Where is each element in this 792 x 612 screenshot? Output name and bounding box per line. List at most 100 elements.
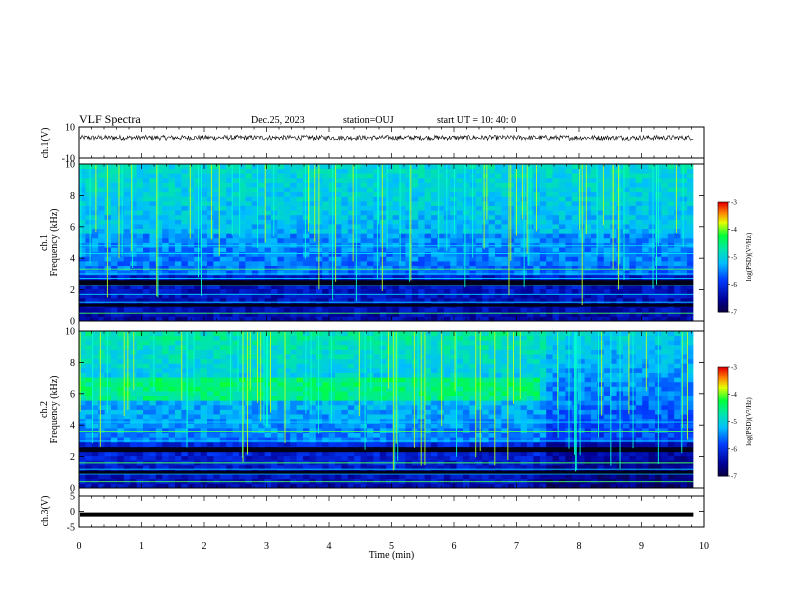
- ch2-spectrogram-cell: [507, 427, 515, 433]
- ch1-spectrogram-cell: [462, 228, 470, 234]
- ch1-spectrogram-cell: [245, 293, 253, 299]
- ch1-spectrogram-cell: [98, 214, 105, 220]
- ch1-spectrogram-cell: [175, 242, 182, 248]
- ch1-spectrogram-cell: [674, 256, 681, 262]
- ch1-spectrogram-cell: [79, 177, 86, 183]
- ch1-spectrogram-cell: [642, 219, 649, 225]
- ch1-spectrogram-cell: [200, 307, 208, 313]
- ch1-spectrogram-cell: [175, 224, 182, 230]
- ch1-spectrogram-cell: [360, 205, 368, 211]
- ch1-spectrogram-cell: [79, 265, 86, 271]
- ch1-spectrogram-cell: [264, 214, 272, 220]
- ch1-spectrogram-cell: [309, 210, 317, 216]
- ch2-spectrogram-cell: [584, 441, 592, 447]
- ch1-spectrogram-cell: [488, 316, 496, 322]
- ch1-spectrogram-cell: [111, 242, 118, 248]
- ch1-spectrogram-cell: [398, 233, 406, 239]
- ch1-spectrogram-cell: [79, 210, 86, 216]
- ch1-spectrogram-cell: [648, 214, 656, 220]
- ch1-spectrogram-cell: [270, 237, 278, 243]
- ch1-spectrogram-cell: [437, 224, 445, 230]
- ch1-spectrogram-cell: [411, 316, 419, 322]
- ch1-spectrogram-cell: [245, 200, 253, 206]
- ch1-spectrogram-cell: [565, 200, 573, 206]
- ch1-spectrogram-cell: [475, 242, 483, 248]
- ch1-spectrogram-cell: [251, 187, 259, 193]
- ch1-spectrogram-cell: [360, 200, 368, 206]
- ch1-spectrogram-cell: [424, 297, 432, 303]
- ch1-spectrogram-cell: [111, 270, 118, 276]
- ch1-spectrogram-cell: [226, 205, 233, 211]
- ch1-spectrogram-cell: [194, 228, 201, 234]
- ch1-spectrogram-colorbar-segment: [718, 301, 728, 304]
- ch1-spectrogram-cell: [245, 251, 253, 257]
- ch1-spectrogram-cell: [514, 182, 521, 188]
- ch1-spectrogram-cell: [533, 297, 541, 303]
- ch1-spectrogram-cell: [533, 284, 541, 290]
- ch1-spectrogram-colorbar-segment: [718, 225, 728, 229]
- ch1-spectrogram-cell: [98, 219, 105, 225]
- ch1-spectrogram-cell: [283, 233, 291, 239]
- ch1-spectrogram-cell: [418, 173, 425, 179]
- ch1-spectrogram-cell: [79, 237, 86, 243]
- ch1-spectrogram-cell: [187, 177, 195, 183]
- ch2-spectrogram-cell: [117, 432, 125, 438]
- ch1-spectrogram-colorbar-segment: [718, 205, 728, 208]
- ch1-spectrogram-cell: [155, 164, 163, 170]
- ch1-spectrogram-cell: [392, 288, 400, 294]
- ch1-spectrogram-cell: [610, 316, 617, 322]
- ch1-spectrogram-cell: [610, 284, 617, 290]
- ch1-spectrogram-colorbar-segment: [718, 220, 728, 223]
- ch1-spectrogram-cell: [366, 274, 374, 280]
- ch1-spectrogram-cell: [200, 177, 208, 183]
- ch1-spectrogram-cell: [597, 307, 605, 313]
- ch1-spectrogram-cell: [79, 284, 86, 290]
- ch1-spectrogram-cell: [590, 219, 598, 225]
- ch1-spectrogram-cell: [238, 187, 246, 193]
- ch1-spectrogram-cell: [328, 233, 336, 239]
- ch2-spectrogram-cell: [143, 483, 150, 489]
- ch1-spectrogram-cell: [424, 251, 432, 257]
- ch2-spectrogram-cell: [347, 437, 355, 443]
- ch1-spectrogram-cell: [277, 260, 285, 266]
- ch1-spectrogram-cell: [79, 219, 86, 225]
- ch1-spectrogram-cell: [136, 210, 144, 216]
- ch1-spectrogram-cell: [411, 191, 419, 197]
- ch1-spectrogram-cell: [149, 164, 157, 170]
- ch1-spectrogram-cell: [270, 242, 278, 248]
- ch1-spectrogram-cell: [136, 251, 144, 257]
- ch1-spectrogram-cell: [200, 233, 208, 239]
- ch1-spectrogram-cell: [143, 177, 150, 183]
- ch2-spectrogram-cell: [386, 483, 393, 489]
- ch1-spectrogram-cell: [181, 177, 189, 183]
- ch1-spectrogram-colorbar-segment: [718, 224, 728, 227]
- ch1-spectrogram-cell: [654, 284, 662, 290]
- ch1-spectrogram-cell: [111, 233, 118, 239]
- ch1-spectrogram-cell: [123, 224, 131, 230]
- ch1-spectrogram-cell: [430, 224, 438, 230]
- ch2-spectrogram-cell: [430, 423, 438, 429]
- ch1-spectrogram-cell: [366, 233, 374, 239]
- ch1-spectrogram-cell: [590, 274, 598, 280]
- ch1-spectrogram-cell: [309, 265, 317, 271]
- ch1-spectrogram-cell: [571, 228, 579, 234]
- ch1-spectrogram-cell: [488, 242, 496, 248]
- ch1-spectrogram-cell: [526, 242, 534, 248]
- ch1-spectrogram-cell: [635, 228, 643, 234]
- ch1-spectrogram-cell: [302, 200, 310, 206]
- ch2-spectrogram-cell: [686, 451, 694, 457]
- ch1-spectrogram-cell: [232, 274, 240, 280]
- ch2-spectrogram-cell: [552, 437, 560, 443]
- ch1-spectrogram-cell: [315, 293, 323, 299]
- ch1-spectrogram-cell: [296, 168, 304, 174]
- ch1-spectrogram-cell: [635, 242, 643, 248]
- ch1-spectrogram-cell: [590, 168, 598, 174]
- ch1-spectrogram-cell: [552, 260, 560, 266]
- ch1-spectrogram-cell: [418, 168, 425, 174]
- ch2-spectrogram-cell: [270, 474, 278, 480]
- ch2-spectrogram-cell: [622, 437, 630, 443]
- ch1-spectrogram-cell: [482, 316, 489, 322]
- ch1-spectrogram-cell: [526, 173, 534, 179]
- ch1-spectrogram-cell: [277, 307, 285, 313]
- ch1-spectrogram-cell: [430, 316, 438, 322]
